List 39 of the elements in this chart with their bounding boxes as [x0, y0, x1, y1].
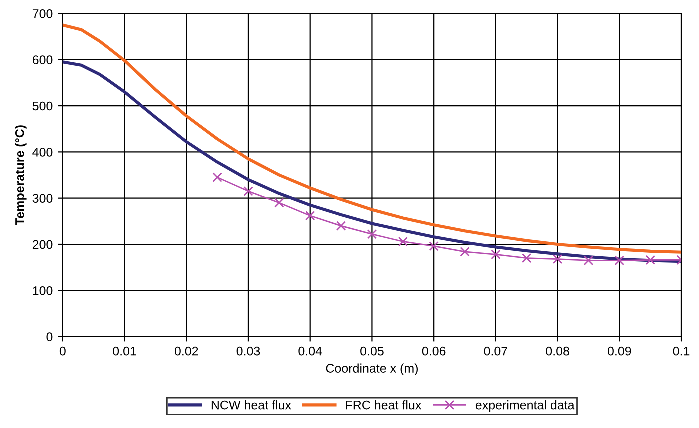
point [336, 221, 346, 231]
y-tick-label: 100 [33, 286, 53, 296]
point [614, 256, 625, 266]
y-tick-label: 200 [32, 240, 53, 250]
x-tick-label: 0.1 [673, 346, 690, 356]
point [460, 247, 470, 257]
legend-label: FRC heat flux [346, 400, 422, 410]
x-tick-label: 0.06 [422, 346, 446, 356]
y-tick-label: 500 [32, 102, 53, 111]
point [552, 254, 563, 264]
y-tick-label: 600 [32, 56, 53, 65]
x-tick-label: 0.07 [484, 346, 508, 356]
point [398, 236, 408, 247]
x-tick-label: 0.08 [546, 346, 570, 356]
point [522, 254, 532, 264]
point [274, 198, 284, 208]
x-tick-label: 0.01 [113, 346, 136, 356]
legend-label: experimental data [476, 400, 575, 412]
x-tick-label: 0.09 [608, 346, 632, 356]
y-tick-label: 0 [46, 332, 53, 342]
y-tick-label: 400 [32, 148, 53, 157]
point [491, 250, 501, 260]
point [429, 241, 439, 252]
point [646, 255, 656, 266]
point [212, 172, 222, 182]
y-tick-label: 700 [32, 9, 53, 18]
x-tick-label: 0 [60, 346, 66, 356]
x-tick-label: 0.05 [360, 346, 384, 356]
point [584, 256, 594, 266]
x-tick-label: 0.02 [174, 346, 198, 356]
point [367, 229, 378, 240]
point [305, 211, 316, 221]
y-tick-label: 300 [32, 194, 53, 203]
x-tick-label: 0.04 [298, 346, 322, 356]
point [244, 186, 254, 196]
y-axis-title: Temperature (°C) [15, 126, 27, 226]
x-axis-title: Coordinate x (m) [326, 364, 418, 376]
legend-label: NCW heat flux [212, 400, 292, 410]
x-tick-label: 0.03 [236, 346, 260, 356]
